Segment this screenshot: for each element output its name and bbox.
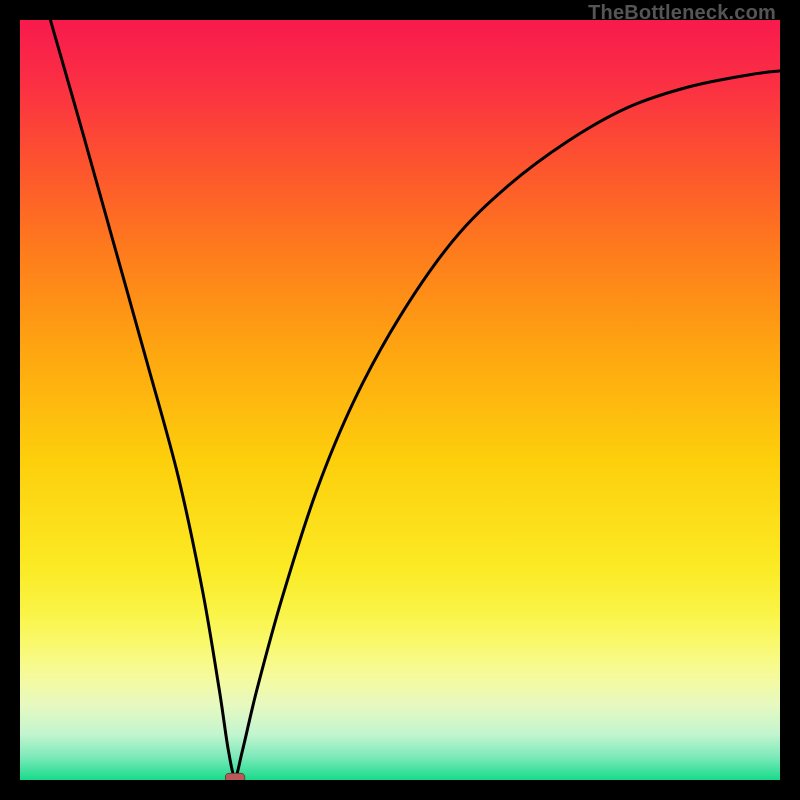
- gradient-background: [20, 20, 780, 780]
- chart-container: TheBottleneck.com: [0, 0, 800, 800]
- minimum-marker: [225, 773, 245, 780]
- chart-svg: [20, 20, 780, 780]
- plot-area: [20, 20, 780, 780]
